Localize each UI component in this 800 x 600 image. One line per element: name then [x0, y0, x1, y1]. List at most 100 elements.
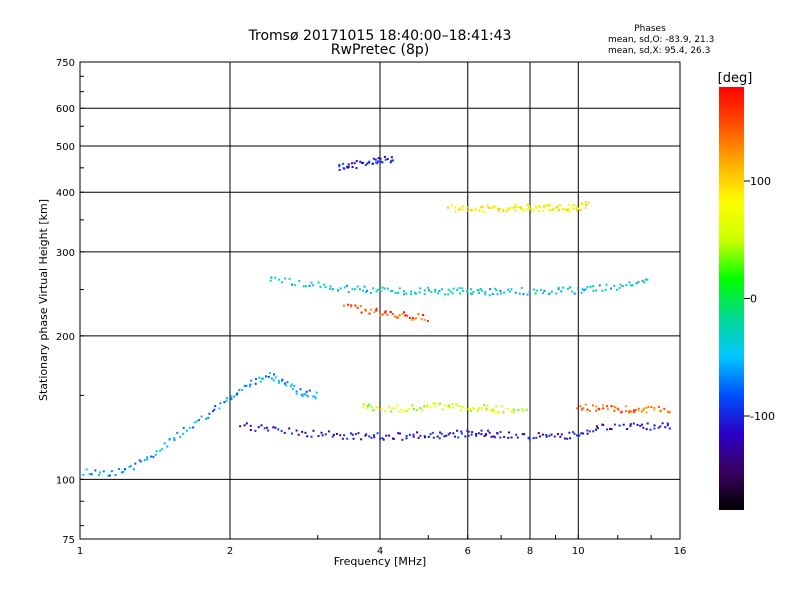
data-point	[362, 405, 365, 408]
data-point	[346, 437, 349, 440]
data-point	[594, 428, 597, 431]
data-point	[350, 304, 353, 307]
data-point	[444, 293, 447, 296]
data-point	[568, 210, 571, 213]
data-point	[577, 207, 580, 210]
data-point	[460, 430, 463, 433]
data-point	[419, 434, 422, 437]
data-point	[267, 429, 270, 432]
data-point	[374, 158, 377, 161]
data-point	[446, 405, 449, 408]
data-point	[268, 371, 271, 374]
data-point	[262, 377, 265, 380]
chart-title: Tromsø 20171015 18:40:00–18:41:43	[248, 28, 512, 44]
data-point	[85, 468, 88, 471]
data-point	[357, 432, 360, 435]
data-point	[573, 432, 576, 435]
data-point	[396, 404, 399, 407]
data-point	[583, 289, 586, 292]
data-point	[274, 426, 277, 429]
data-point	[324, 286, 327, 289]
data-point	[308, 284, 311, 287]
data-point	[667, 410, 670, 413]
data-point	[362, 289, 365, 292]
data-point	[138, 459, 141, 462]
data-point	[243, 424, 246, 427]
data-point	[379, 157, 382, 160]
data-point	[553, 207, 556, 210]
data-point	[195, 420, 198, 423]
data-point	[254, 382, 257, 385]
data-point	[534, 292, 537, 295]
data-point	[185, 429, 188, 432]
data-point	[514, 203, 517, 206]
data-point	[586, 432, 589, 435]
data-point	[572, 431, 575, 434]
data-point	[379, 290, 382, 293]
data-point	[315, 391, 318, 394]
data-point	[488, 294, 491, 297]
data-point	[329, 285, 332, 288]
data-point	[288, 277, 291, 280]
data-point	[595, 405, 598, 408]
data-point	[381, 286, 384, 289]
data-point	[152, 455, 155, 458]
data-point	[491, 410, 494, 413]
x-tick-label: 10	[572, 546, 585, 557]
data-point	[543, 204, 546, 207]
data-point	[451, 292, 454, 295]
data-point	[225, 397, 228, 400]
data-point	[120, 471, 123, 474]
data-point	[532, 208, 535, 211]
data-point	[371, 162, 374, 165]
data-point	[110, 470, 113, 473]
data-point	[312, 395, 315, 398]
data-point	[615, 288, 618, 291]
data-point	[362, 403, 365, 406]
data-point	[470, 208, 473, 211]
data-point	[553, 435, 556, 438]
data-point	[331, 435, 334, 438]
data-point	[317, 434, 320, 437]
data-point	[531, 210, 534, 213]
data-point	[563, 437, 566, 440]
data-point	[585, 204, 588, 207]
data-point	[666, 422, 669, 425]
data-point	[488, 431, 491, 434]
data-point	[82, 473, 85, 476]
data-point	[525, 408, 528, 411]
data-point	[605, 283, 608, 286]
data-point	[254, 429, 257, 432]
data-point	[642, 426, 645, 429]
data-point	[454, 206, 457, 209]
data-point	[270, 377, 273, 380]
data-point	[207, 416, 210, 419]
data-point	[397, 432, 400, 435]
data-point	[448, 405, 451, 408]
data-point	[478, 407, 481, 410]
data-point	[547, 204, 550, 207]
data-point	[502, 210, 505, 213]
data-point	[478, 291, 481, 294]
data-point	[506, 207, 509, 210]
data-point	[582, 432, 585, 435]
y-tick-label: 200	[56, 332, 75, 343]
data-point	[595, 289, 598, 292]
data-point	[411, 404, 414, 407]
x-axis-ticks: 1 2 4 6 8 10 16	[77, 535, 686, 557]
data-point	[219, 402, 222, 405]
data-point	[499, 292, 502, 295]
data-point	[575, 209, 578, 212]
data-point	[443, 435, 446, 438]
data-point	[541, 433, 544, 436]
data-point	[630, 410, 633, 413]
data-point	[401, 438, 404, 441]
data-point	[608, 427, 611, 430]
data-point	[410, 290, 413, 293]
data-point	[535, 206, 538, 209]
data-point	[515, 433, 518, 436]
data-point	[510, 410, 513, 413]
data-point	[123, 468, 126, 471]
data-point	[492, 435, 495, 438]
data-point	[289, 385, 292, 388]
